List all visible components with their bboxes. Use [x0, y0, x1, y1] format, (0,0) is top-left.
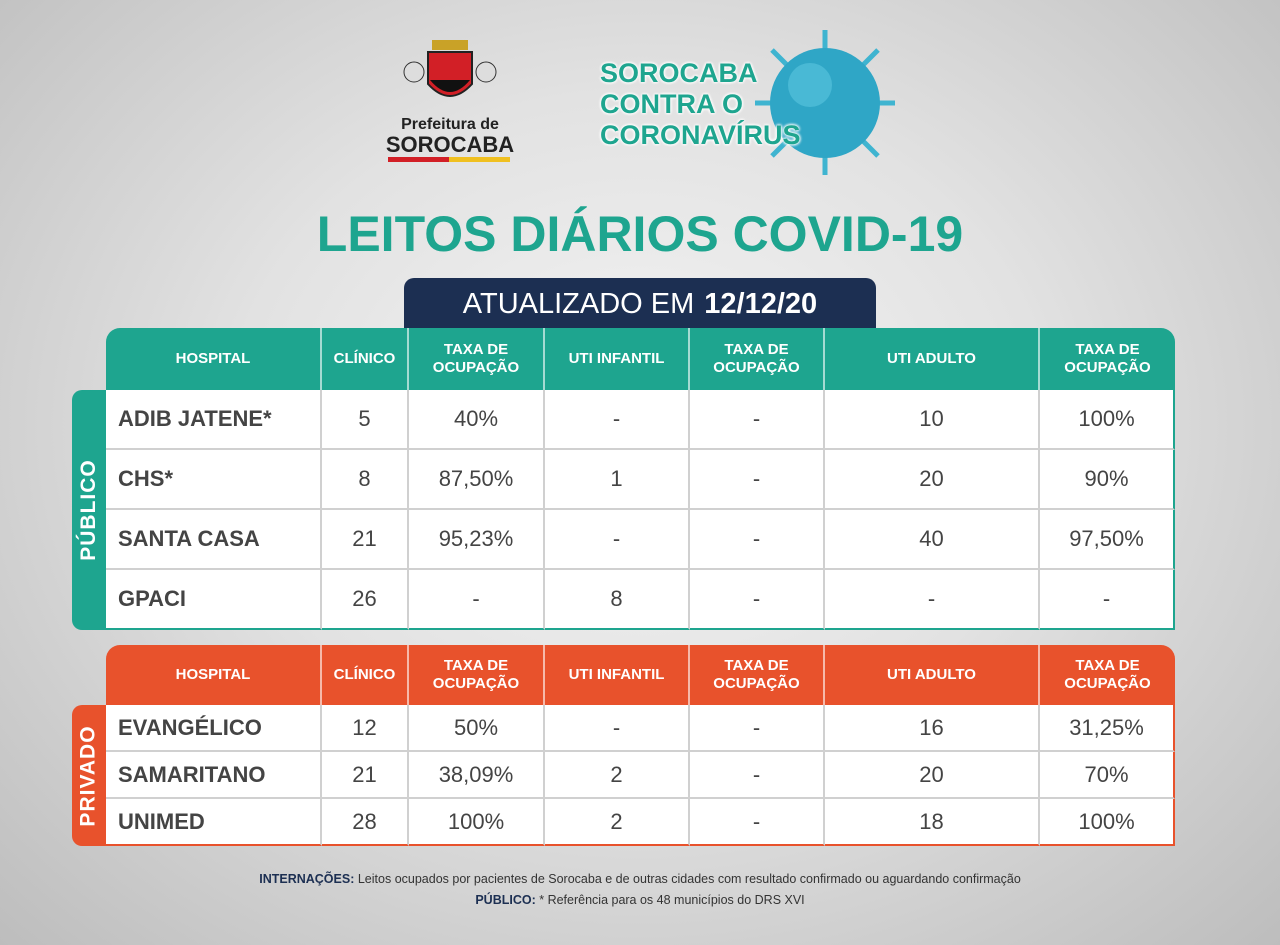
section-label-band: PRIVADO — [72, 705, 106, 846]
table-cell: 1 — [545, 450, 690, 510]
hospital-name: SAMARITANO — [106, 752, 322, 799]
table-cell: 38,09% — [409, 752, 545, 799]
campaign-line: CORONAVÍRUS — [600, 120, 801, 150]
footer-note: INTERNAÇÕES: Leitos ocupados por pacient… — [0, 872, 1280, 886]
logo-line2: SOROCABA — [385, 132, 515, 157]
table-cell: - — [545, 705, 690, 752]
table-cell: 100% — [409, 799, 545, 846]
table-cell: 5 — [322, 390, 409, 450]
table-cell: 10 — [825, 390, 1040, 450]
table-cell: 8 — [545, 570, 690, 630]
section-label-band: PÚBLICO — [72, 390, 106, 630]
table-cell: - — [1040, 570, 1175, 630]
note-label: PÚBLICO: — [475, 893, 536, 907]
updated-banner: ATUALIZADO EM 12/12/20 — [404, 278, 876, 330]
table-header-bar — [106, 645, 1175, 705]
logo-line1: Prefeitura de — [401, 116, 499, 133]
column-header: UTI INFANTIL — [545, 645, 690, 705]
table-cell: 100% — [1040, 799, 1175, 846]
table-cell: - — [690, 510, 825, 570]
table-cell: 26 — [322, 570, 409, 630]
table-cell: 2 — [545, 752, 690, 799]
table-cell: 21 — [322, 510, 409, 570]
column-header: CLÍNICO — [322, 328, 409, 390]
hospital-name: EVANGÉLICO — [106, 705, 322, 752]
table-cell: - — [690, 570, 825, 630]
column-header: TAXA DE OCUPAÇÃO — [1064, 341, 1151, 376]
logo-crest — [403, 40, 497, 97]
table-cell: 87,50% — [409, 450, 545, 510]
table-cell: 70% — [1040, 752, 1175, 799]
column-header: TAXA DE OCUPAÇÃO — [409, 328, 545, 390]
column-header: CLÍNICO — [322, 645, 409, 705]
table-cell: 20 — [825, 752, 1040, 799]
column-header: HOSPITAL — [106, 645, 322, 705]
table-cell: - — [690, 799, 825, 846]
hospital-name: ADIB JATENE* — [106, 390, 322, 450]
table-cell: - — [409, 570, 545, 630]
table-cell: - — [825, 570, 1040, 630]
table-cell: - — [690, 705, 825, 752]
hospital-name: CHS* — [106, 450, 322, 510]
table-cell: 100% — [1040, 390, 1175, 450]
updated-date: 12/12/20 — [704, 287, 818, 320]
table-cell: 90% — [1040, 450, 1175, 510]
column-header: TAXA DE OCUPAÇÃO — [1064, 657, 1151, 692]
column-header: TAXA DE OCUPAÇÃO — [690, 328, 825, 390]
title: LEITOS DIÁRIOS COVID-19 — [316, 206, 964, 262]
table-cell: 95,23% — [409, 510, 545, 570]
table-cell: 18 — [825, 799, 1040, 846]
table-cell: - — [690, 390, 825, 450]
table-cell: 40% — [409, 390, 545, 450]
table-cell: 97,50% — [1040, 510, 1175, 570]
campaign-line: SOROCABA — [600, 58, 758, 88]
footer-note: PÚBLICO: * Referência para os 48 municíp… — [0, 893, 1280, 907]
table-cell: 8 — [322, 450, 409, 510]
hospital-name: GPACI — [106, 570, 322, 630]
hospital-name: SANTA CASA — [106, 510, 322, 570]
table-cell: 40 — [825, 510, 1040, 570]
column-header: TAXA DE OCUPAÇÃO — [409, 645, 545, 705]
table-cell: 12 — [322, 705, 409, 752]
table-cell: 31,25% — [1040, 705, 1175, 752]
table-cell: - — [545, 390, 690, 450]
note-label: INTERNAÇÕES: — [259, 872, 355, 886]
column-header: UTI ADULTO — [825, 328, 1040, 390]
updated-prefix: ATUALIZADO EM — [462, 287, 695, 320]
table-header-bar — [106, 328, 1175, 390]
campaign-text: SOROCABA CONTRA O CORONAVÍRUS — [600, 58, 801, 151]
column-header: HOSPITAL — [106, 328, 322, 390]
table-cell: - — [690, 752, 825, 799]
table-cell: - — [690, 450, 825, 510]
column-header: UTI ADULTO — [825, 645, 1040, 705]
table-cell: - — [545, 510, 690, 570]
note-text: * Referência para os 48 municípios do DR… — [539, 893, 805, 907]
logo-stripe — [388, 157, 510, 162]
virus-illustration — [755, 30, 895, 175]
table-cell: 50% — [409, 705, 545, 752]
column-header: UTI INFANTIL — [545, 328, 690, 390]
column-header: TAXA DE OCUPAÇÃO — [690, 645, 825, 705]
table-cell: 2 — [545, 799, 690, 846]
table-cell: 20 — [825, 450, 1040, 510]
note-text: Leitos ocupados por pacientes de Sorocab… — [357, 872, 1021, 886]
section-label: PRIVADO — [77, 724, 100, 827]
section-label: PÚBLICO — [77, 459, 100, 561]
hospital-name: UNIMED — [106, 799, 322, 846]
table-cell: 21 — [322, 752, 409, 799]
table-cell: 28 — [322, 799, 409, 846]
table-cell: 16 — [825, 705, 1040, 752]
campaign-line: CONTRA O — [600, 89, 743, 119]
